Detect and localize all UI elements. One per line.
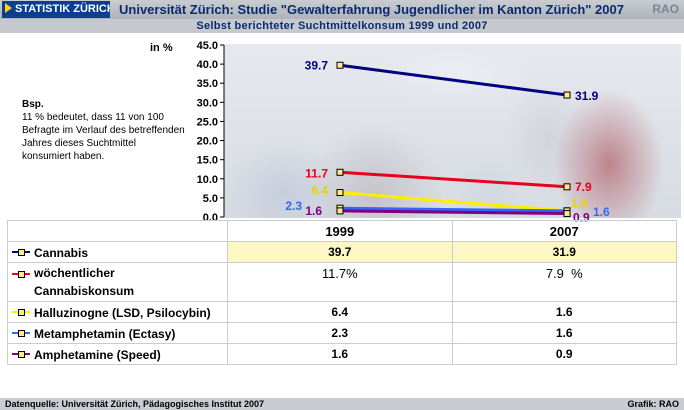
data-table: 1999 2007 Cannabis 39.7 31.9 wöchentlich…: [6, 220, 677, 365]
row-label-cell: Amphetamine (Speed): [6, 343, 229, 365]
graphic-credit: Grafik: RAO: [627, 399, 679, 409]
line-chart: 0.0 5.0 10.0 15.0 20.0 25.0 30.0 35.0 40.0 45.0 39…: [197, 40, 610, 222]
row-label-line1: wöchentlicher: [34, 266, 115, 280]
data-label: 6.4: [311, 184, 328, 198]
logo-arrow-icon: [5, 3, 12, 13]
series-line-2: [339, 191, 568, 213]
y-tick-label: 5.0: [203, 193, 218, 205]
example-note-text: 11 % bedeutet, dass 11 von 100 Befragte …: [22, 112, 185, 162]
row-label-cell: Cannabis: [6, 241, 229, 263]
example-note: Bsp. 11 % bedeutet, dass 11 von 100 Befr…: [22, 98, 187, 163]
y-tick-label: 30.0: [197, 97, 218, 109]
value-cell-1999: 2.3: [227, 322, 453, 344]
statistik-zuerich-logo[interactable]: STATISTIK ZÜRICH: [2, 1, 110, 18]
logo-text: STATISTIK ZÜRICH: [15, 3, 110, 15]
example-note-title: Bsp.: [22, 99, 44, 110]
table-row-weekly-cannabis: wöchentlicher Cannabiskonsum 11.7% 7.9 %: [6, 262, 677, 302]
table-row-cannabis: Cannabis 39.7 31.9: [6, 241, 677, 263]
series-line-0: [339, 63, 568, 97]
value-cell-2007: 7.9 %: [451, 262, 677, 302]
row-label: Halluzinogne (LSD, Psilocybin): [34, 305, 211, 320]
data-point-marker: [563, 183, 571, 191]
data-label: 7.9: [575, 180, 592, 194]
table-header-year-2007: 2007: [451, 220, 677, 242]
value-cell-2007: 1.6: [451, 301, 677, 323]
y-tick-label: 10.0: [197, 174, 218, 186]
chart-subtitle: Selbst berichteter Suchtmittelkonsum 199…: [0, 19, 684, 33]
y-tick-label: 15.0: [197, 155, 218, 167]
y-axis-unit-label: in %: [150, 42, 173, 54]
value-cell-1999: 6.4: [227, 301, 453, 323]
title-bar: STATISTIK ZÜRICH Universität Zürich: Stu…: [0, 0, 684, 19]
row-label-cell: Halluzinogne (LSD, Psilocybin): [6, 301, 229, 323]
data-point-marker: [336, 168, 344, 176]
table-row-hallucinogens: Halluzinogne (LSD, Psilocybin) 6.4 1.6: [6, 301, 677, 323]
table-header-blank: [6, 220, 229, 242]
table-row-ecstasy: Metamphetamin (Ectasy) 2.3 1.6: [6, 322, 677, 344]
row-label: Amphetamine (Speed): [34, 347, 161, 362]
data-point-marker: [336, 189, 344, 197]
y-tick-label: 20.0: [197, 136, 218, 148]
table-header-row: 1999 2007: [6, 220, 677, 242]
y-tick-label: 40.0: [197, 59, 218, 71]
data-source: Datenquelle: Universität Zürich, Pädagog…: [5, 399, 265, 409]
series-line-3: [339, 206, 568, 213]
row-label: Metamphetamin (Ectasy): [34, 326, 176, 341]
value-cell-1999: 39.7: [227, 241, 453, 263]
value-cell-2007: 31.9: [451, 241, 677, 263]
y-tick-label: 45.0: [197, 40, 218, 52]
row-label-cell: Metamphetamin (Ectasy): [6, 322, 229, 344]
data-label: 39.7: [305, 58, 329, 72]
plot-background-photo: [224, 44, 681, 218]
y-tick-label: 0.0: [203, 212, 218, 222]
data-point-marker: [563, 91, 571, 99]
y-tick-label: 25.0: [197, 116, 218, 128]
value-cell-1999: 1.6: [227, 343, 453, 365]
data-point-marker: [336, 207, 344, 215]
table-header-year-1999: 1999: [227, 220, 453, 242]
data-label: 2.3: [285, 199, 302, 213]
data-point-marker: [563, 210, 571, 218]
data-label: 11.7: [305, 166, 328, 180]
page-title: Universität Zürich: Studie "Gewalterfahr…: [119, 2, 624, 17]
footer-bar: Datenquelle: Universität Zürich, Pädagog…: [0, 398, 684, 410]
row-label-cell: wöchentlicher Cannabiskonsum: [6, 262, 229, 302]
table-row-amphetamines: Amphetamine (Speed) 1.6 0.9: [6, 343, 677, 365]
series-line-4: [339, 209, 568, 216]
legend-swatch-weekly-cannabis: [12, 270, 30, 278]
data-label: 31.9: [575, 89, 599, 103]
y-tick-label: 35.0: [197, 78, 218, 90]
data-label: 1.6: [593, 205, 610, 219]
legend-swatch-amphetamines: [12, 350, 30, 359]
value-cell-2007: 0.9: [451, 343, 677, 365]
series-line-1: [339, 170, 568, 189]
data-label: 1.6: [305, 204, 322, 218]
legend-swatch-ecstasy: [12, 329, 30, 338]
value-cell-1999: 11.7%: [227, 262, 453, 302]
data-label: 0.9: [573, 211, 590, 222]
data-point-marker: [336, 61, 344, 69]
legend-swatch-cannabis: [12, 248, 30, 257]
value-cell-2007: 1.6: [451, 322, 677, 344]
data-label: 1.6: [571, 196, 588, 210]
legend-swatch-hallucinogens: [12, 308, 30, 317]
author-tag: RAO: [652, 2, 679, 16]
row-label: Cannabis: [34, 245, 89, 260]
row-label-line2: Cannabiskonsum: [34, 284, 135, 298]
